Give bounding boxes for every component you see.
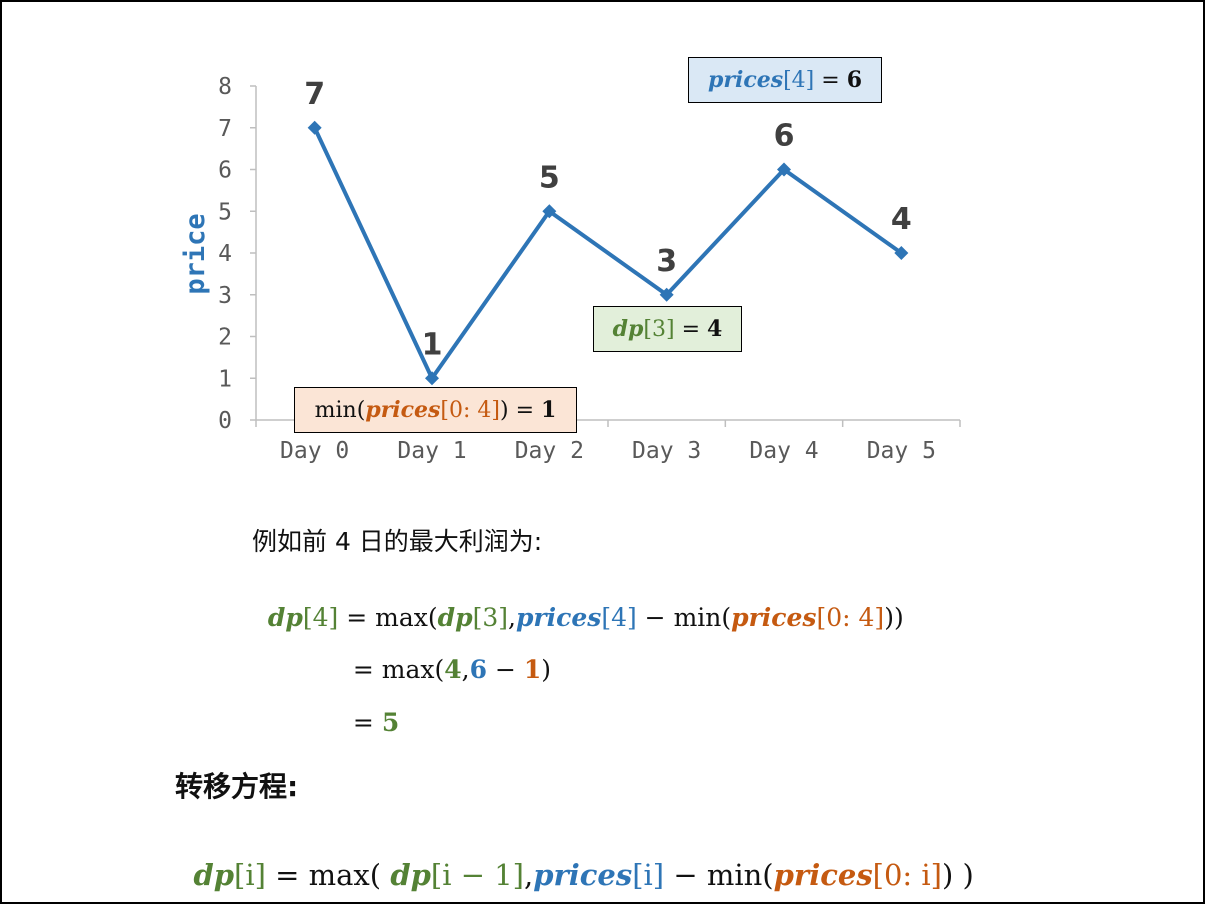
c-val: 1 [523,655,542,684]
equals: = [508,397,542,423]
b-var: prices [515,603,602,632]
min-fn: min( [314,397,366,423]
lhs-var: dp [267,603,303,632]
b-idx: [i] [632,858,665,892]
x-tick-label: Day 4 [749,438,818,464]
price-line-chart: 0 1 2 3 4 5 6 7 8 Day 0 Day 1 Day 2 Day 3 Day 4 Day 5… [180,74,961,464]
y-tick-label: 3 [218,283,232,309]
a-val: 4 [444,655,462,684]
lhs-idx: [4] [302,603,339,632]
y-axis-ticks: 0 1 2 3 4 5 6 7 8 [218,74,256,434]
b-var: prices [533,858,633,892]
y-tick-label: 8 [218,74,232,100]
x-tick-label: Day 5 [867,438,936,464]
data-label: 5 [539,160,560,195]
c-var: prices [731,603,817,632]
data-point [425,371,439,386]
data-label: 6 [774,119,795,154]
data-point [659,287,674,302]
eq-max: = max( [338,603,438,632]
price-series-line [312,126,903,381]
close: )) [884,603,904,632]
data-label: 7 [304,77,325,112]
a-var: dp [437,603,473,632]
dp-index: [3] [643,316,675,342]
y-tick-label: 4 [218,241,232,267]
a-var: dp [390,858,431,892]
data-point [777,162,791,177]
y-axis-label: price [180,213,211,294]
minus: − [487,655,524,684]
eq-max: = max( [352,655,445,684]
comma: , [508,603,516,632]
y-tick-label: 1 [218,366,232,392]
prices-var: prices [365,397,441,423]
comma: , [461,655,470,684]
min-box: min(prices [0: 4]) = 1 [294,387,577,433]
x-axis-ticks: Day 0 Day 1 Day 2 Day 3 Day 4 Day 5 [280,438,936,464]
prices-range: [0: 4] [440,397,500,423]
eq: = [352,708,382,737]
example-line-2: = max(4,6 − 1) [337,626,551,684]
lhs-idx: [i] [234,858,266,892]
y-tick-label: 0 [218,408,232,434]
data-label: 3 [656,244,677,279]
dp3-box: dp [3] = 4 [593,306,742,352]
series-markers [307,120,909,386]
value: 6 [846,67,862,93]
minus-min: − min( [664,858,774,892]
data-label: 4 [891,202,912,237]
b-val: 6 [469,655,488,684]
equals: = [674,316,708,342]
a-idx: [i − 1] [430,858,524,892]
x-tick-label: Day 2 [515,438,584,464]
minus-min: − min( [636,603,732,632]
value: 4 [707,316,723,342]
close: ) ) [942,858,974,892]
y-tick-label: 2 [218,325,232,351]
y-tick-label: 5 [218,199,232,225]
c-var: prices [773,858,873,892]
example-intro: 例如前 4 日的最大利润为: [252,527,543,556]
data-point [542,204,557,219]
close: ) [541,655,552,684]
eq-max: = max( [265,858,391,892]
example-line-3: = 5 [337,679,399,737]
prices-var: prices [707,67,784,93]
c-idx: [0: 4] [816,603,885,632]
example-line-1: dp[4] = max(dp[3],prices[4] − min(prices… [252,574,904,632]
transition-equation: dp[i] = max( dp[i − 1],prices[i] − min(p… [175,824,974,892]
x-tick-label: Day 0 [280,438,349,464]
lhs-var: dp [193,858,234,892]
y-tick-label: 6 [218,158,232,184]
data-labels: 7 1 5 3 6 4 [304,77,912,363]
data-point [307,120,322,135]
x-tick-label: Day 3 [632,438,701,464]
equals: = [814,67,847,93]
transition-title: 转移方程: [175,770,299,803]
data-point [894,246,909,260]
close-paren: ) [500,397,509,423]
comma: , [523,858,534,892]
prices4-box: prices [4] = 6 [688,57,882,103]
data-label: 1 [422,327,443,362]
a-idx: [3] [472,603,508,632]
prices-index: [4] [783,67,815,93]
b-idx: [4] [601,603,637,632]
y-tick-label: 7 [218,116,232,142]
dp-var: dp [612,316,644,342]
result-val: 5 [381,708,400,737]
x-tick-label: Day 1 [397,438,466,464]
c-idx: [0: i] [872,858,942,892]
value: 1 [541,397,557,423]
